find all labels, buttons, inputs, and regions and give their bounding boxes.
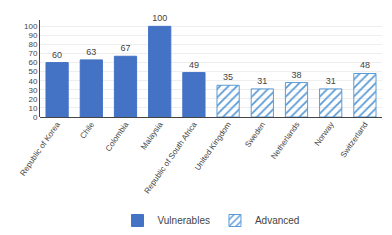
svg-text:Norway: Norway (313, 120, 336, 147)
svg-text:80: 80 (28, 40, 37, 49)
svg-text:40: 40 (28, 77, 37, 86)
svg-text:Sweden: Sweden (243, 120, 267, 149)
svg-text:Netherlands: Netherlands (269, 120, 301, 161)
svg-text:0: 0 (33, 113, 38, 122)
svg-text:Malaysia: Malaysia (139, 120, 165, 151)
svg-text:United Kingdom: United Kingdom (193, 120, 233, 172)
svg-text:Chile: Chile (78, 120, 96, 141)
svg-text:Republic of South Africa: Republic of South Africa (142, 120, 199, 196)
svg-text:90: 90 (28, 31, 37, 40)
svg-text:50: 50 (28, 67, 37, 76)
svg-text:30: 30 (28, 86, 37, 95)
svg-text:10: 10 (28, 104, 37, 113)
svg-text:100: 100 (24, 22, 38, 31)
svg-text:100: 100 (152, 13, 167, 23)
svg-text:67: 67 (120, 43, 130, 53)
svg-text:Vulnerables: Vulnerables (158, 215, 210, 226)
svg-text:63: 63 (86, 47, 96, 57)
svg-text:49: 49 (189, 60, 199, 70)
svg-text:31: 31 (326, 76, 336, 86)
svg-text:31: 31 (257, 76, 267, 86)
svg-text:60: 60 (52, 50, 62, 60)
svg-text:48: 48 (360, 60, 370, 70)
svg-text:38: 38 (291, 70, 301, 80)
svg-text:Colombia: Colombia (104, 120, 131, 153)
svg-text:Switzerland: Switzerland (339, 120, 370, 159)
svg-text:60: 60 (28, 58, 37, 67)
svg-text:20: 20 (28, 95, 37, 104)
svg-text:35: 35 (223, 72, 233, 82)
svg-text:Advanced: Advanced (255, 215, 299, 226)
svg-text:Republic of Korea: Republic of Korea (18, 120, 62, 178)
svg-text:70: 70 (28, 49, 37, 58)
